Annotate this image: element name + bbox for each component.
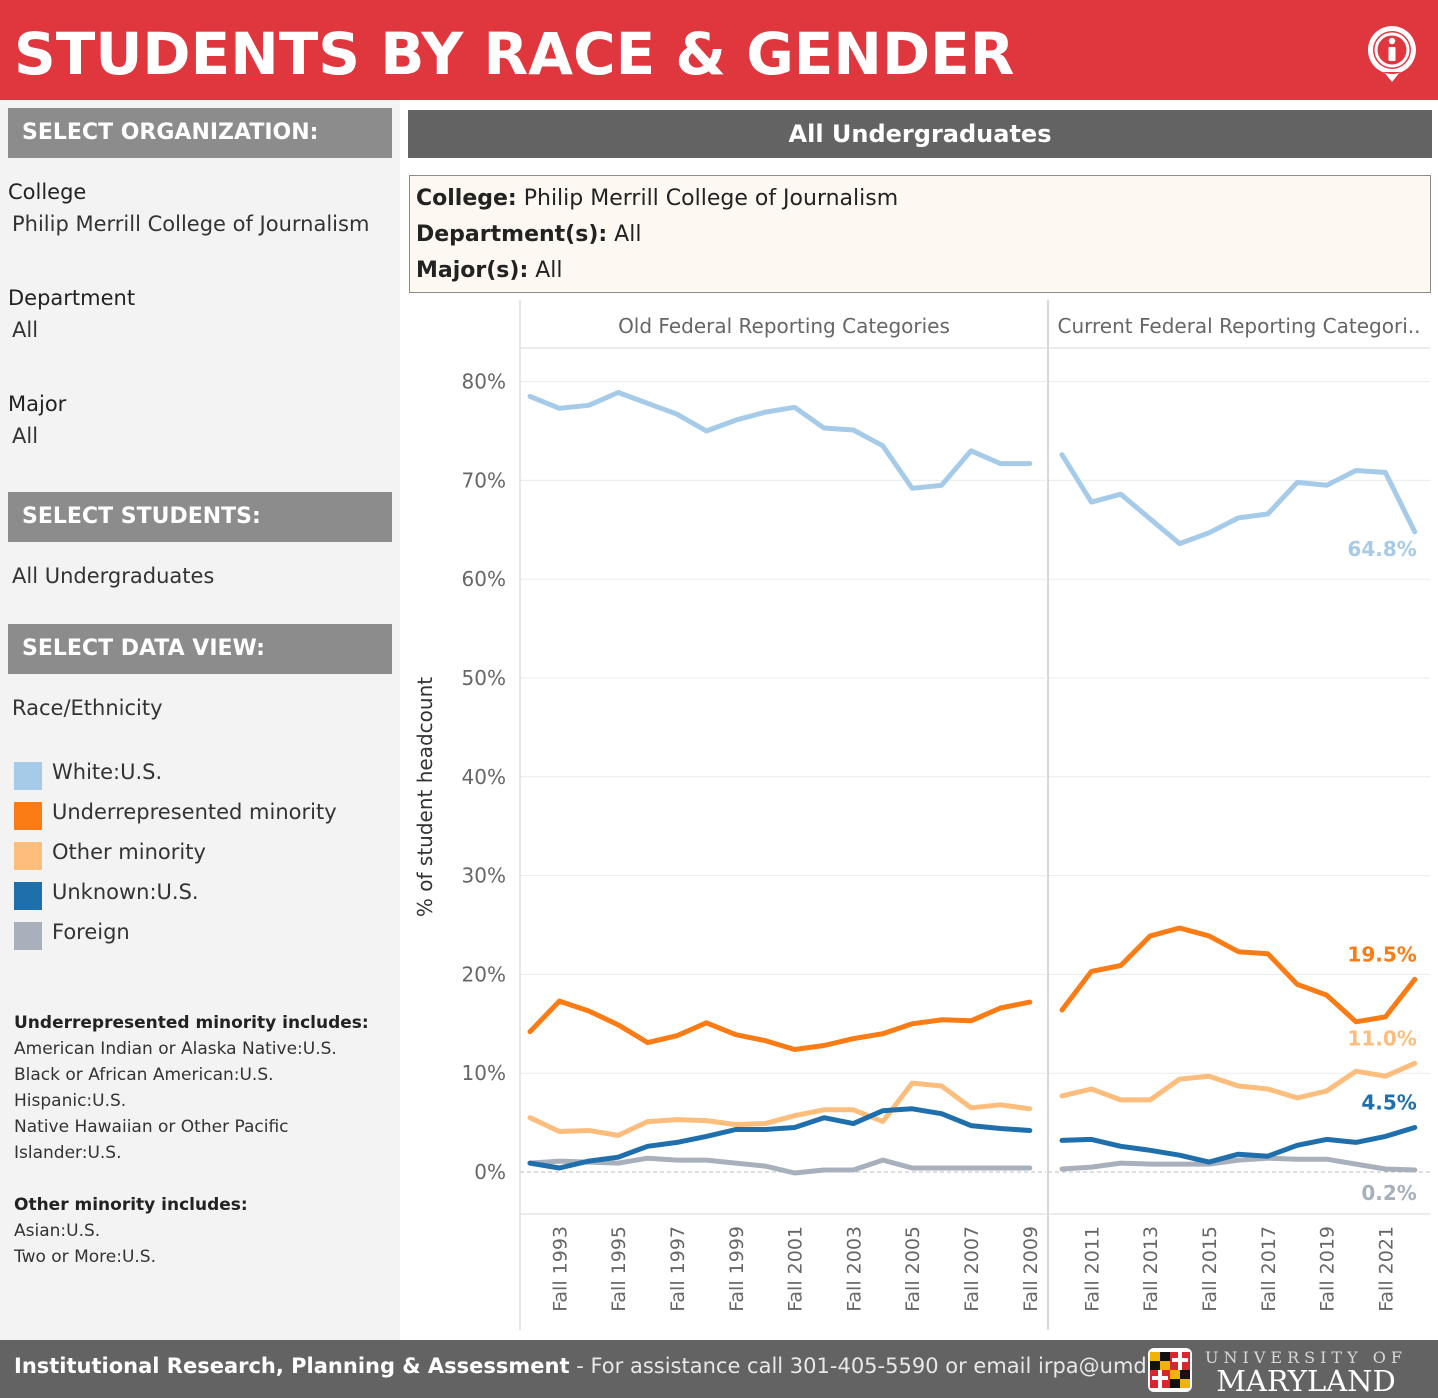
y-tick-label: 20% xyxy=(462,962,506,986)
summary-major: Major(s): All xyxy=(416,258,563,283)
select-data-view-heading: SELECT DATA VIEW: xyxy=(8,624,392,674)
legend-label: Foreign xyxy=(52,920,130,944)
panel-title: Current Federal Reporting Categori.. xyxy=(1058,314,1421,338)
urm-note-line: American Indian or Alaska Native:U.S. xyxy=(14,1039,337,1059)
info-icon[interactable] xyxy=(1364,22,1420,84)
urm-note-line: Islander:U.S. xyxy=(14,1143,122,1163)
series-line xyxy=(527,1155,1033,1176)
university-logo: UNIVERSITY OF MARYLAND xyxy=(1148,1348,1407,1396)
logo-maryland-text: MARYLAND xyxy=(1216,1364,1396,1396)
panel-title: Old Federal Reporting Categories xyxy=(618,314,950,338)
series-line xyxy=(1059,1125,1418,1165)
summary-value: All xyxy=(535,258,563,283)
x-tick-label: Fall 2017 xyxy=(1258,1226,1280,1312)
footer: Institutional Research, Planning & Asses… xyxy=(0,1340,1438,1398)
college-filter[interactable]: Philip Merrill College of Journalism xyxy=(12,212,370,236)
y-tick-label: 0% xyxy=(474,1160,506,1184)
x-tick-label: Fall 2001 xyxy=(785,1226,807,1312)
major-filter[interactable]: All xyxy=(12,424,39,448)
y-tick-label: 30% xyxy=(462,864,506,888)
series-line xyxy=(527,1106,1033,1171)
y-tick-label: 70% xyxy=(462,468,506,492)
college-label: College xyxy=(8,180,87,204)
urm-note-heading: Underrepresented minority includes: xyxy=(14,1013,369,1033)
summary-college: College: Philip Merrill College of Journ… xyxy=(416,186,898,211)
end-value-label: 4.5% xyxy=(1361,1091,1416,1115)
series-line xyxy=(1059,1060,1418,1103)
footer-text: Institutional Research, Planning & Asses… xyxy=(14,1354,1193,1378)
summary-value: Philip Merrill College of Journalism xyxy=(523,186,899,211)
x-tick-label: Fall 1993 xyxy=(549,1226,571,1312)
summary-value: All xyxy=(614,222,642,247)
series-line xyxy=(527,390,1033,491)
urm-note-line: Native Hawaiian or Other Pacific xyxy=(14,1117,289,1137)
select-students-heading: SELECT STUDENTS: xyxy=(8,492,392,542)
data-view-filter[interactable]: Race/Ethnicity xyxy=(12,696,163,720)
x-tick-label: Fall 2019 xyxy=(1317,1226,1339,1312)
other-note-heading: Other minority includes: xyxy=(14,1195,248,1215)
y-tick-label: 40% xyxy=(462,765,506,789)
summary-key: College: xyxy=(416,186,517,211)
x-tick-label: Fall 2011 xyxy=(1081,1226,1103,1312)
series-line xyxy=(527,1080,1033,1138)
urm-note-line: Hispanic:U.S. xyxy=(14,1091,127,1111)
legend-label: White:U.S. xyxy=(52,760,163,784)
students-filter[interactable]: All Undergraduates xyxy=(12,564,215,588)
x-tick-label: Fall 2003 xyxy=(843,1226,865,1312)
line-chart: 0% 10% 20% 30% 40% 50% 60% 70% 80% % of student h… xyxy=(413,300,1430,1330)
major-label: Major xyxy=(8,392,67,416)
legend-swatch xyxy=(14,882,42,910)
page-header: STUDENTS BY RACE & GENDER xyxy=(0,0,1438,100)
footer-contact: - For assistance call 301-405-5590 or em… xyxy=(569,1354,1193,1378)
select-organization-heading: SELECT ORGANIZATION: xyxy=(8,108,392,158)
x-tick-label: Fall 2005 xyxy=(902,1226,924,1312)
x-tick-label: Fall 2015 xyxy=(1199,1226,1221,1312)
footer-org: Institutional Research, Planning & Asses… xyxy=(14,1354,570,1378)
filter-summary: College: Philip Merrill College of Journ… xyxy=(409,175,1431,293)
y-axis-label: % of student headcount xyxy=(413,677,437,917)
summary-department: Department(s): All xyxy=(416,222,641,247)
end-value-label: 19.5% xyxy=(1347,942,1416,966)
other-note-line: Asian:U.S. xyxy=(14,1221,101,1241)
y-tick-label: 50% xyxy=(462,666,506,690)
legend-label: Other minority xyxy=(52,840,206,864)
page-title: STUDENTS BY RACE & GENDER xyxy=(14,20,1015,88)
department-filter[interactable]: All xyxy=(12,318,39,342)
end-value-label: 64.8% xyxy=(1347,537,1416,561)
legend-label: Unknown:U.S. xyxy=(52,880,199,904)
y-tick-label: 10% xyxy=(462,1061,506,1085)
y-tick-label: 60% xyxy=(462,567,506,591)
x-tick-label: Fall 2013 xyxy=(1140,1226,1162,1312)
sidebar: SELECT ORGANIZATION: College Philip Merr… xyxy=(0,100,400,1340)
logo-university-text: UNIVERSITY OF xyxy=(1205,1348,1407,1367)
department-label: Department xyxy=(8,286,136,310)
summary-key: Department(s): xyxy=(416,222,608,247)
end-value-label: 0.2% xyxy=(1361,1181,1416,1205)
legend-label: Underrepresented minority xyxy=(52,800,337,824)
y-tick-label: 80% xyxy=(462,370,506,394)
x-tick-label: Fall 1999 xyxy=(726,1226,748,1312)
legend-swatch xyxy=(14,842,42,870)
legend-swatch xyxy=(14,922,42,950)
end-value-label: 11.0% xyxy=(1347,1026,1416,1050)
series-line xyxy=(1059,925,1418,1025)
x-tick-label: Fall 2021 xyxy=(1375,1226,1397,1312)
legend-swatch xyxy=(14,762,42,790)
x-tick-label: Fall 1995 xyxy=(608,1226,630,1312)
series-line xyxy=(1059,1155,1418,1173)
maryland-flag-emblem xyxy=(1148,1348,1192,1392)
summary-key: Major(s): xyxy=(416,258,529,283)
legend-swatch xyxy=(14,802,42,830)
other-note-line: Two or More:U.S. xyxy=(14,1247,156,1267)
urm-note-line: Black or African American:U.S. xyxy=(14,1065,274,1085)
x-tick-label: Fall 2009 xyxy=(1020,1226,1042,1312)
chart-heading: All Undergraduates xyxy=(408,110,1432,158)
x-tick-label: Fall 1997 xyxy=(667,1226,689,1312)
series-line xyxy=(1059,452,1418,547)
series-line xyxy=(527,998,1033,1052)
x-tick-label: Fall 2007 xyxy=(961,1226,983,1312)
